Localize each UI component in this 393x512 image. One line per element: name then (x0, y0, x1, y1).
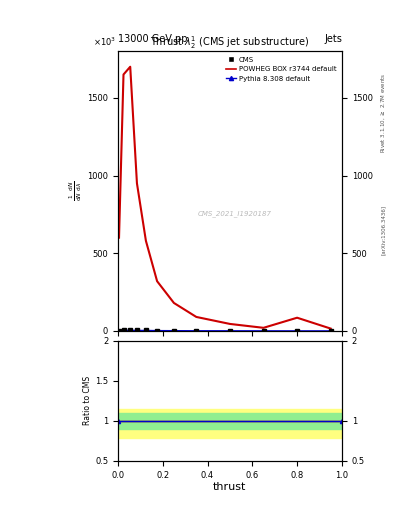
Y-axis label: Ratio to CMS: Ratio to CMS (83, 376, 92, 425)
Text: 13000 GeV pp: 13000 GeV pp (118, 33, 187, 44)
Text: Rivet 3.1.10, $\geq$ 2.7M events: Rivet 3.1.10, $\geq$ 2.7M events (379, 72, 387, 153)
Legend: CMS, POWHEG BOX r3744 default, Pythia 8.308 default: CMS, POWHEG BOX r3744 default, Pythia 8.… (224, 55, 338, 84)
Title: Thrust $\lambda_2^1$ (CMS jet substructure): Thrust $\lambda_2^1$ (CMS jet substructu… (150, 34, 310, 51)
Text: [arXiv:1306.3436]: [arXiv:1306.3436] (381, 205, 386, 255)
Text: $\times10^3$: $\times10^3$ (93, 36, 116, 49)
Text: Jets: Jets (324, 33, 342, 44)
X-axis label: thrust: thrust (213, 482, 246, 493)
Text: CMS_2021_I1920187: CMS_2021_I1920187 (197, 210, 272, 217)
Y-axis label: $\frac{1}{\mathrm{d}N}\,\frac{\mathrm{d}N}{\mathrm{d}\lambda}$: $\frac{1}{\mathrm{d}N}\,\frac{\mathrm{d}… (68, 181, 84, 201)
